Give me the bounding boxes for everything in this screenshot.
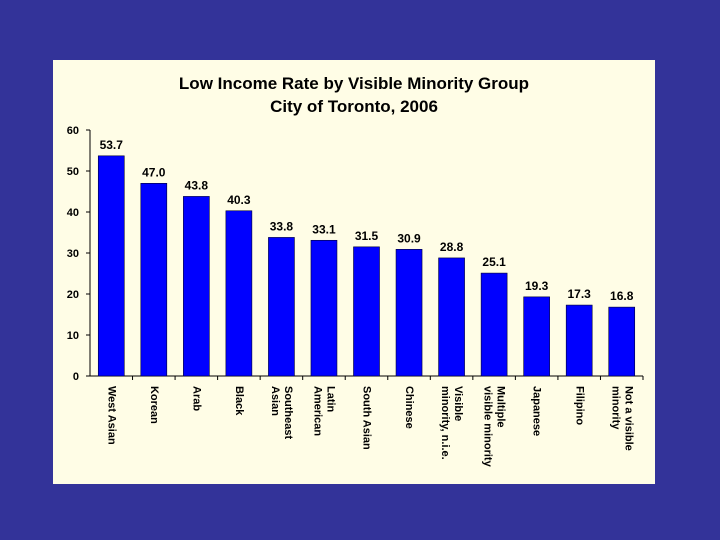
bar-value-label: 53.7 [100, 138, 124, 152]
bar [183, 196, 210, 377]
category-label-line: American [312, 386, 324, 436]
bar [140, 183, 168, 377]
bar-chart: 0 10 20 30 40 50 60 53.7 West Asian 47.0 Korean 43.… [67, 125, 644, 468]
bar-value-label: 43.8 [185, 178, 209, 192]
bar-value-label: 17.3 [568, 287, 592, 301]
y-tick-label: 20 [67, 289, 79, 301]
bar-value-label: 30.9 [397, 231, 421, 245]
category-label: Arab [190, 386, 202, 411]
category-label-line: minority [609, 386, 621, 430]
category-label: Chinese [403, 386, 415, 429]
category-label-line: Arab [190, 386, 202, 411]
chart-subtitle: City of Toronto, 2006 [270, 97, 438, 116]
category-label-line: Black [233, 386, 245, 416]
category-label-line: Multiple [495, 386, 507, 428]
bar-value-label: 28.8 [440, 240, 464, 254]
bar [97, 155, 125, 377]
bar-value-label: 19.3 [525, 279, 549, 293]
category-label-line: Visible [452, 386, 464, 421]
category-label: Filipino [573, 386, 585, 425]
y-tick-label: 0 [73, 371, 79, 383]
y-tick-label: 60 [67, 125, 79, 137]
bar [353, 246, 380, 377]
y-tick-label: 10 [67, 330, 79, 342]
bar-value-label: 40.3 [227, 193, 251, 207]
bar-value-label: 31.5 [355, 229, 379, 243]
bar-value-label: 33.1 [312, 222, 336, 236]
bar-value-label: 47.0 [142, 165, 166, 179]
category-label-line: South Asian [361, 386, 373, 450]
bar [480, 272, 508, 377]
y-tick-label: 40 [67, 207, 79, 219]
chart-panel: Low Income Rate by Visible Minority Grou… [53, 60, 655, 484]
bar-value-label: 16.8 [610, 289, 634, 303]
bar [523, 296, 550, 377]
bar-value-label: 25.1 [482, 255, 506, 269]
bar [225, 210, 253, 377]
bar [395, 249, 423, 377]
bar [310, 239, 338, 377]
category-label-line: Asian [269, 386, 281, 416]
bar-value-label: 33.8 [270, 219, 294, 233]
bar [438, 257, 465, 377]
category-label: Korean [148, 386, 160, 424]
category-label-line: Korean [148, 386, 160, 424]
y-tick-label: 50 [67, 166, 79, 178]
chart-title: Low Income Rate by Visible Minority Grou… [178, 74, 530, 93]
bar [565, 304, 593, 377]
category-label-line: Southeast [282, 386, 294, 440]
bar [608, 306, 636, 377]
category-label-line: Filipino [573, 386, 585, 425]
category-label: Black [233, 386, 245, 416]
bar [268, 237, 295, 377]
category-label-line: minority, n.i.e. [439, 386, 451, 460]
category-label-line: Not a visible [622, 386, 634, 451]
category-label: Japanese [531, 386, 543, 436]
category-label-line: Chinese [403, 386, 415, 429]
y-tick-label: 30 [67, 248, 79, 260]
category-label-line: visible minority [482, 386, 494, 468]
category-label-line: Latin [325, 386, 337, 413]
category-label-line: Japanese [531, 386, 543, 436]
category-label: West Asian [105, 386, 117, 445]
category-label-line: West Asian [105, 386, 117, 445]
category-label: South Asian [361, 386, 373, 450]
